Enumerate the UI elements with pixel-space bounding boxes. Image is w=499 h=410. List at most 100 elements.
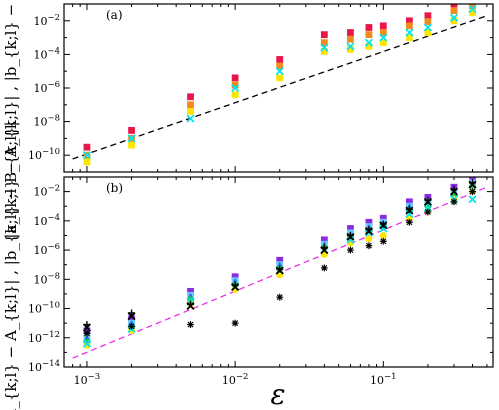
data-point xyxy=(187,93,194,101)
data-point xyxy=(83,342,91,349)
series-7 xyxy=(83,179,476,328)
series-6 xyxy=(82,180,477,332)
data-point xyxy=(347,35,354,43)
y-tick-label: 10−4 xyxy=(33,46,60,61)
data-point xyxy=(347,45,354,53)
data-point xyxy=(347,225,354,232)
x-tick-label: 10−2 xyxy=(222,372,249,387)
data-point xyxy=(127,134,136,143)
data-point xyxy=(424,197,432,204)
data-point xyxy=(187,300,194,308)
data-point xyxy=(405,34,413,41)
data-point xyxy=(405,22,413,30)
data-point xyxy=(128,126,135,134)
y-tick-label: 10−6 xyxy=(33,242,60,257)
data-point xyxy=(187,287,194,295)
data-point xyxy=(128,327,135,335)
data-point xyxy=(379,224,388,233)
data-point xyxy=(231,281,239,289)
fit-line xyxy=(72,15,488,160)
data-point xyxy=(424,208,432,216)
data-point xyxy=(365,242,373,250)
panel-a: 10−10 10−8 10−6 10−4 10−2 (a) xyxy=(28,0,494,173)
data-point xyxy=(424,18,432,25)
data-point xyxy=(450,185,458,193)
panel-label: (a) xyxy=(106,8,123,22)
data-point xyxy=(276,293,284,301)
data-point xyxy=(469,179,476,187)
data-point xyxy=(405,209,414,218)
data-point xyxy=(231,319,239,327)
y-tick-label: 10−2 xyxy=(33,184,60,199)
data-point xyxy=(82,339,91,348)
data-point xyxy=(450,7,458,15)
y-tick-label: 10−10 xyxy=(28,301,60,316)
data-point xyxy=(320,244,328,251)
data-point xyxy=(320,48,328,55)
data-point xyxy=(365,226,373,234)
data-point xyxy=(450,17,458,25)
panel-b: 10−14 10−12 10−10 10−8 10−6 10−4 10−2 10−3 10−2 1… xyxy=(28,176,494,387)
data-point xyxy=(379,29,387,36)
y-tick-label: 10−2 xyxy=(33,13,60,28)
data-point xyxy=(379,232,387,239)
data-point xyxy=(469,4,476,10)
data-point xyxy=(276,74,284,82)
data-point xyxy=(423,23,432,32)
y-tick-label: 10−10 xyxy=(28,147,60,162)
plot-area-b xyxy=(72,177,488,359)
data-point xyxy=(379,220,387,228)
y-tick-label: 10−4 xyxy=(33,213,60,228)
data-point xyxy=(231,91,239,99)
y-tick-label: 10−8 xyxy=(33,271,60,286)
x-axis-label: ε xyxy=(270,378,285,410)
data-point xyxy=(128,141,135,149)
data-point xyxy=(82,151,91,160)
data-point xyxy=(379,39,387,47)
plot-area-a xyxy=(72,0,488,166)
data-point xyxy=(424,29,432,36)
data-point xyxy=(128,322,135,330)
data-point xyxy=(469,0,476,2)
data-point xyxy=(276,265,284,273)
data-point xyxy=(347,29,354,36)
panel-label: (b) xyxy=(106,181,123,195)
series-2 xyxy=(83,9,476,166)
y-tick-label: 10−12 xyxy=(28,330,60,345)
data-point xyxy=(365,42,373,50)
series-0 xyxy=(83,177,476,335)
data-point xyxy=(405,17,413,25)
data-point xyxy=(320,39,328,47)
data-point xyxy=(365,218,373,226)
y-tick-label: 10−14 xyxy=(28,359,60,374)
data-point xyxy=(128,309,135,317)
data-point xyxy=(187,321,194,328)
data-point xyxy=(365,31,373,39)
data-point xyxy=(379,237,387,245)
data-point xyxy=(231,81,239,89)
data-point xyxy=(379,214,387,222)
data-point xyxy=(275,67,284,76)
data-point xyxy=(469,188,476,196)
data-point xyxy=(346,235,355,244)
y-axis-label-b: |a_{k;l} − A_{k;l}| , |b_{k;l} − B_{k;l}… xyxy=(2,121,20,410)
data-point xyxy=(405,198,413,206)
data-point xyxy=(405,206,413,213)
y-tick-label: 10−6 xyxy=(33,80,60,95)
series-0 xyxy=(83,0,476,151)
data-point xyxy=(187,101,194,109)
data-point xyxy=(347,246,354,254)
data-point xyxy=(231,273,239,281)
data-point xyxy=(83,158,91,166)
data-point xyxy=(379,33,388,42)
data-point xyxy=(83,329,91,337)
plot-frame xyxy=(63,3,494,173)
data-point xyxy=(276,62,284,70)
data-point xyxy=(320,31,328,39)
series-8 xyxy=(83,188,476,337)
data-point xyxy=(320,43,329,52)
data-point xyxy=(364,38,373,47)
data-point xyxy=(468,195,477,204)
data-point xyxy=(187,108,194,115)
